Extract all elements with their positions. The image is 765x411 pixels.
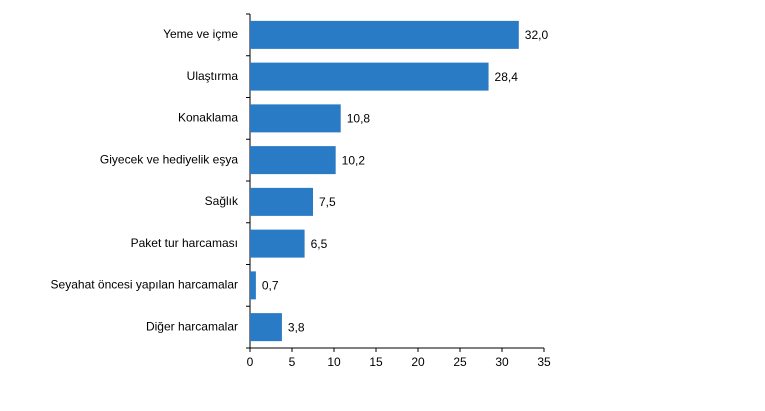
value-label: 10,2 bbox=[342, 153, 366, 167]
bar bbox=[250, 62, 489, 91]
x-tick-label: 35 bbox=[537, 355, 551, 369]
value-label: 6,5 bbox=[311, 237, 328, 251]
value-label: 32,0 bbox=[525, 28, 549, 42]
value-label: 0,7 bbox=[262, 279, 279, 293]
y-tick-label: Diğer harcamalar bbox=[146, 319, 238, 333]
value-label: 7,5 bbox=[319, 195, 336, 209]
bar bbox=[250, 313, 282, 342]
y-tick-label: Yeme ve içme bbox=[163, 27, 238, 41]
y-tick-label: Konaklama bbox=[178, 111, 238, 125]
bar bbox=[250, 104, 341, 133]
value-label: 3,8 bbox=[288, 320, 305, 334]
bar bbox=[250, 146, 336, 175]
x-tick-label: 0 bbox=[247, 355, 254, 369]
x-tick-label: 30 bbox=[495, 355, 509, 369]
bar bbox=[250, 271, 256, 300]
y-tick-label: Seyahat öncesi yapılan harcamalar bbox=[51, 278, 238, 292]
y-tick-label: Sağlık bbox=[205, 194, 239, 208]
x-tick-label: 20 bbox=[411, 355, 425, 369]
bar bbox=[250, 229, 305, 258]
value-label: 28,4 bbox=[495, 70, 519, 84]
bar bbox=[250, 20, 519, 49]
y-tick-label: Paket tur harcaması bbox=[131, 236, 238, 250]
x-tick-label: 25 bbox=[453, 355, 467, 369]
y-tick-label: Giyecek ve hediyelik eşya bbox=[100, 152, 238, 166]
value-label: 10,8 bbox=[347, 112, 371, 126]
bar bbox=[250, 187, 313, 216]
x-tick-label: 10 bbox=[327, 355, 341, 369]
y-tick-label: Ulaştırma bbox=[187, 69, 239, 83]
x-tick-label: 15 bbox=[369, 355, 383, 369]
x-tick-label: 5 bbox=[289, 355, 296, 369]
